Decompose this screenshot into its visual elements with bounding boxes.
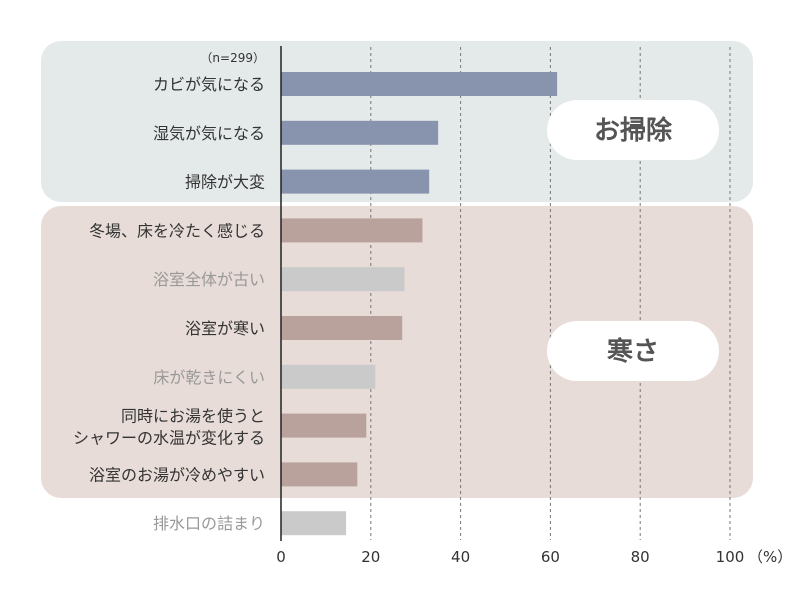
bar-5 (281, 267, 405, 292)
category-label-7: 床が乾きにくい (153, 368, 265, 387)
category-label-1: カビが気になる (153, 75, 265, 94)
x-tick-label-80: 80 (631, 548, 650, 566)
bar-6 (281, 316, 403, 340)
bar-9 (281, 462, 358, 487)
category-label-3: 掃除が大変 (185, 173, 265, 192)
group-badge-cold (547, 321, 719, 381)
bar-8 (281, 413, 367, 438)
category-label-5: 浴室全体が古い (153, 270, 265, 289)
group-badge-label-cold: 寒さ (607, 336, 659, 367)
bar-10 (281, 511, 347, 536)
bar-2 (281, 120, 439, 145)
bar-1 (281, 72, 558, 96)
x-tick-label-0: 0 (276, 548, 286, 566)
category-label-6: 浴室が寒い (185, 319, 265, 338)
category-label-4: 冬場、床を冷たく感じる (89, 221, 265, 240)
x-tick-label-40: 40 (451, 548, 470, 566)
category-label-8-line-1: 同時にお湯を使うと (121, 407, 265, 426)
group-badge-cleaning (547, 100, 719, 160)
category-label-2: 湿気が気になる (153, 124, 265, 143)
x-tick-label-100: 100 (716, 548, 745, 566)
x-unit-label: （%） (748, 548, 792, 566)
bar-3 (281, 169, 430, 194)
sample-note: （n=299） (200, 51, 265, 65)
group-badge-label-cleaning: お掃除 (594, 115, 673, 146)
x-tick-label-60: 60 (541, 548, 560, 566)
category-label-10: 排水口の詰まり (153, 514, 265, 533)
bar-7 (281, 364, 376, 389)
bar-4 (281, 218, 423, 243)
category-label-8-line-2: シャワーの水温が変化する (73, 429, 265, 448)
x-tick-label-20: 20 (361, 548, 380, 566)
group-panel-cold (41, 206, 753, 498)
category-label-9: 浴室のお湯が冷めやすい (89, 465, 265, 484)
